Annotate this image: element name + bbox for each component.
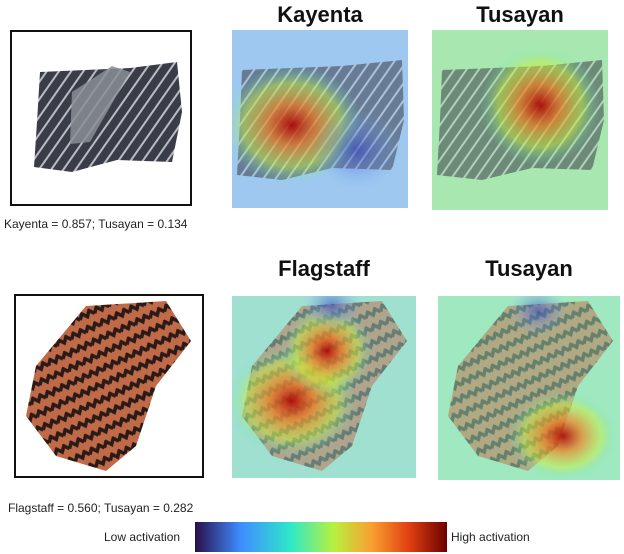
heatmap-title: Tusayan [485,256,573,281]
colorbar-high-label: High activation [451,530,530,544]
sherd-photo [34,62,182,172]
original-sherd-image-2 [14,294,204,478]
heatmap-title: Flagstaff [278,256,370,281]
activation-heatmap [432,30,608,210]
heatmap-title: Kayenta [277,2,363,27]
colorbar-low-label: Low activation [104,530,181,544]
activation-heatmap [438,296,620,480]
prediction-caption: Flagstaff = 0.560; Tusayan = 0.282 [8,501,194,515]
colorbar [195,522,447,552]
activation-heatmap [232,296,416,478]
heatmap-title: Tusayan [476,2,564,27]
activation-heatmap [232,30,408,208]
original-sherd-image-1 [10,30,192,206]
prediction-caption: Kayenta = 0.857; Tusayan = 0.134 [4,217,188,231]
